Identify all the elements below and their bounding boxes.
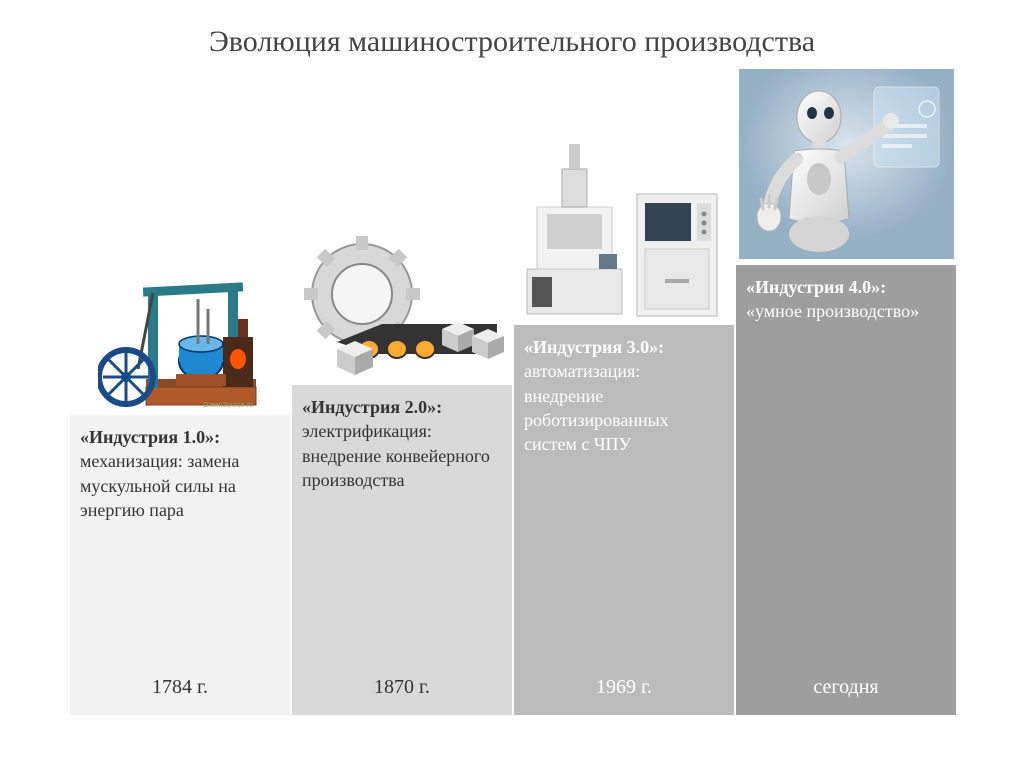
stage-3: «Индустрия 3.0»: автоматизация: внедрени…: [514, 119, 734, 715]
stage-2-title: «Индустрия 2.0»:: [302, 397, 442, 417]
cnc-machines-icon: [517, 129, 732, 319]
stage-3-year: 1969 г.: [514, 674, 734, 701]
stage-4-title: «Индустрия 4.0»:: [746, 277, 886, 297]
steam-engine-icon: GreenSource.ru: [98, 259, 263, 409]
stage-1-image: GreenSource.ru: [70, 254, 290, 409]
stage-4: «Индустрия 4.0»: «умное производство» се…: [736, 64, 956, 715]
stage-4-year: сегодня: [736, 674, 956, 701]
conveyor-gear-icon: [297, 234, 507, 379]
stage-2-text: «Индустрия 2.0»: электрификация: внедрен…: [292, 385, 512, 715]
stage-1-title: «Индустрия 1.0»:: [80, 427, 220, 447]
stage-1-desc: механизация: замена мускульной силы на э…: [80, 451, 239, 520]
stage-4-image: [736, 64, 956, 259]
svg-text:GreenSource.ru: GreenSource.ru: [203, 402, 253, 409]
page-title: Эволюция машиностроительного производств…: [0, 0, 1024, 59]
stage-2-image: [292, 229, 512, 379]
stage-3-title: «Индустрия 3.0»:: [524, 337, 664, 357]
stage-3-desc: автоматизация: внедрение роботизированны…: [524, 361, 669, 454]
stage-2-year: 1870 г.: [292, 674, 512, 701]
evolution-chart: GreenSource.ru «Индустрия 1.0»: механиза…: [70, 95, 955, 715]
stage-3-text: «Индустрия 3.0»: автоматизация: внедрени…: [514, 325, 734, 715]
stage-1-text: «Индустрия 1.0»: механизация: замена мус…: [70, 415, 290, 715]
humanoid-robot-icon: [739, 69, 954, 259]
stage-2: «Индустрия 2.0»: электрификация: внедрен…: [292, 229, 512, 715]
stage-1: GreenSource.ru «Индустрия 1.0»: механиза…: [70, 254, 290, 715]
stage-4-desc: «умное производство»: [746, 301, 919, 321]
stage-1-year: 1784 г.: [70, 674, 290, 701]
stage-2-desc: электрификация: внедрение конвейерного п…: [302, 421, 490, 490]
stage-4-text: «Индустрия 4.0»: «умное производство» се…: [736, 265, 956, 715]
stage-3-image: [514, 119, 734, 319]
